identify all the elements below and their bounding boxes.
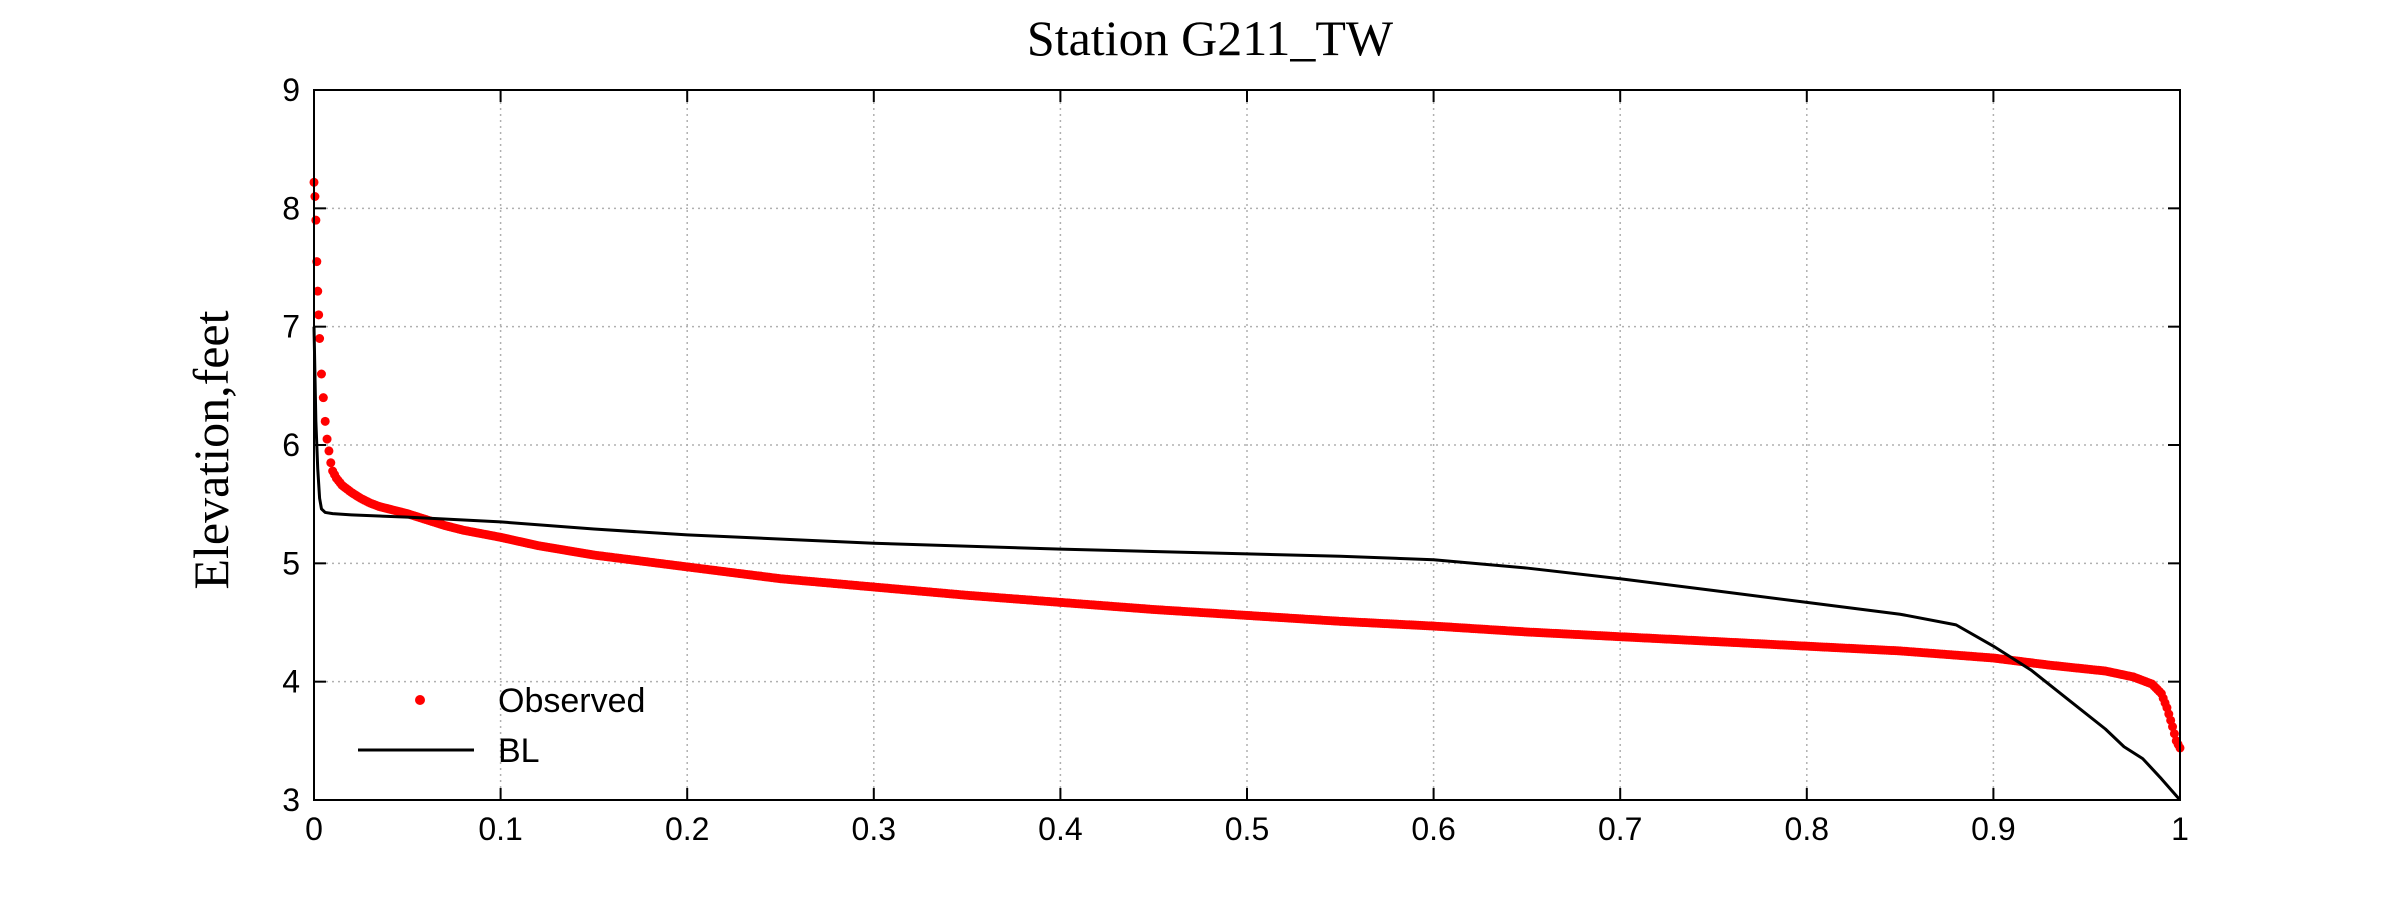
axis-ticks: 0 0.1 0.2 0.3 0.4 0.5 0.6 0.7 0.8 0.9 1 3 4 5 6 7 8 9 bbox=[282, 72, 2189, 847]
legend-marker-observed bbox=[415, 695, 425, 705]
y-tick-label: 6 bbox=[282, 427, 300, 463]
x-tick-label: 0.4 bbox=[1038, 811, 1082, 847]
x-tick-label: 0.1 bbox=[478, 811, 522, 847]
x-tick-label: 0.7 bbox=[1598, 811, 1642, 847]
plot-series bbox=[309, 177, 2185, 801]
legend: Observed BL bbox=[358, 682, 645, 770]
x-tick-label: 0 bbox=[305, 811, 323, 847]
observed-point bbox=[320, 416, 330, 426]
observed-point bbox=[316, 369, 326, 379]
grid-lines bbox=[314, 90, 2180, 800]
x-tick-label: 0.5 bbox=[1225, 811, 1269, 847]
legend-label-bl: BL bbox=[498, 732, 540, 770]
observed-point bbox=[311, 215, 321, 225]
y-axis-label: Elevation,feet bbox=[183, 310, 239, 589]
chart-title: Station G211_TW bbox=[1027, 10, 1394, 66]
observed-point bbox=[318, 393, 328, 403]
observed-point bbox=[324, 446, 334, 456]
y-tick-label: 8 bbox=[282, 190, 300, 226]
y-tick-label: 4 bbox=[282, 664, 300, 700]
x-tick-label: 0.9 bbox=[1971, 811, 2015, 847]
observed-point bbox=[326, 458, 336, 468]
x-tick-label: 0.3 bbox=[852, 811, 896, 847]
x-tick-label: 0.8 bbox=[1785, 811, 1829, 847]
observed-point bbox=[315, 334, 325, 343]
x-tick-label: 0.6 bbox=[1411, 811, 1455, 847]
observed-point bbox=[313, 286, 323, 296]
series-bl-line bbox=[312, 326, 2182, 801]
observed-point bbox=[314, 310, 324, 320]
observed-point bbox=[2168, 722, 2178, 732]
legend-label-observed: Observed bbox=[498, 682, 645, 720]
y-tick-label: 3 bbox=[282, 782, 300, 818]
series-observed bbox=[309, 177, 2185, 753]
x-tick-label: 0.2 bbox=[665, 811, 709, 847]
observed-point bbox=[2169, 729, 2179, 739]
observed-point bbox=[322, 434, 332, 444]
y-tick-label: 9 bbox=[282, 72, 300, 108]
y-tick-label: 7 bbox=[282, 309, 300, 345]
y-tick-label: 5 bbox=[282, 545, 300, 581]
x-tick-label: 1 bbox=[2171, 811, 2189, 847]
